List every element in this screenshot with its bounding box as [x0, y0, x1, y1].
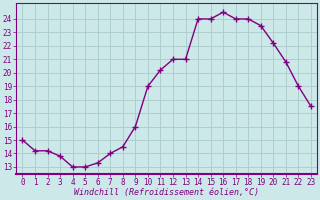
X-axis label: Windchill (Refroidissement éolien,°C): Windchill (Refroidissement éolien,°C) [74, 188, 259, 197]
